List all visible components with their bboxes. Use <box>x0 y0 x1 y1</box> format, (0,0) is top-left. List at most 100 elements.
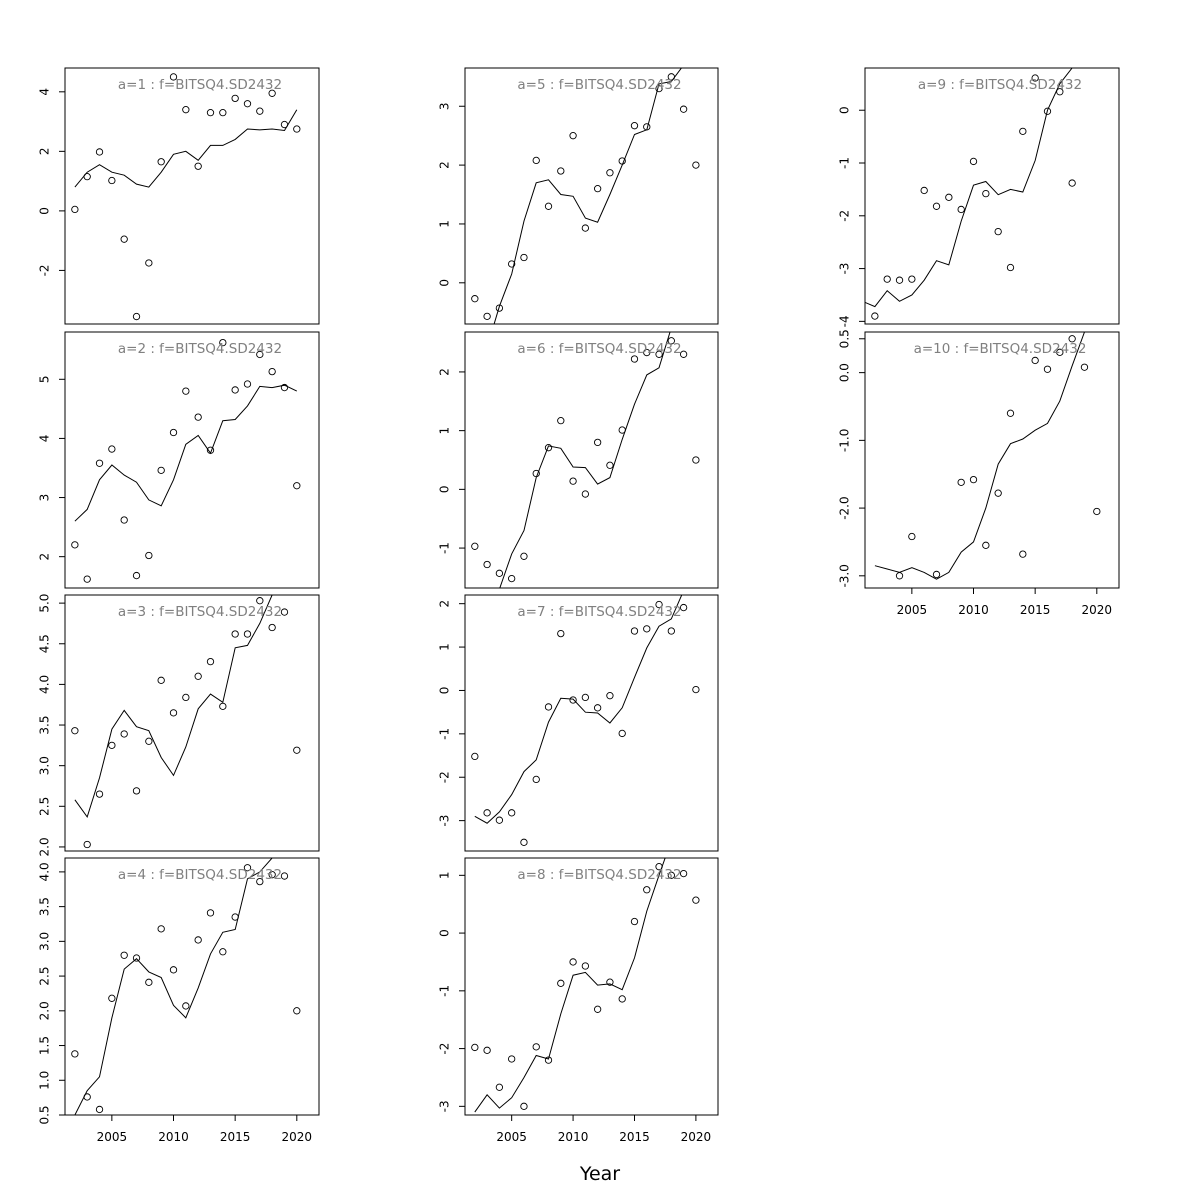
data-point <box>544 703 553 711</box>
data-point <box>206 109 215 117</box>
fit-line-group <box>471 68 700 324</box>
data-point <box>895 572 904 580</box>
data-point <box>194 413 202 421</box>
data-point <box>982 189 990 198</box>
data-point <box>630 917 639 926</box>
y-tick-label: 0 <box>438 929 452 937</box>
y-tick-label: -3.0 <box>838 564 852 587</box>
panel-frame <box>64 594 320 852</box>
data-point <box>508 1055 516 1063</box>
x-axis-label: Year <box>579 1163 620 1185</box>
data-point <box>1068 179 1076 187</box>
data-point <box>157 158 165 166</box>
data-point <box>194 672 202 680</box>
y-tick-label: 1.0 <box>38 1071 52 1090</box>
data-point <box>280 383 289 392</box>
data-point <box>871 312 879 320</box>
data-point <box>95 1105 104 1114</box>
data-point <box>483 560 491 569</box>
y-tick-label: -3 <box>838 263 852 275</box>
y-tick-label: -2 <box>838 210 852 222</box>
data-point <box>618 157 626 165</box>
fit-line-group <box>71 73 301 321</box>
data-point <box>593 704 602 712</box>
y-tick-label: -1 <box>438 728 452 740</box>
fit-line-group <box>865 68 1076 320</box>
y-tick-label: -2 <box>38 264 52 276</box>
data-point <box>256 597 264 605</box>
fit-line-group <box>874 332 1101 580</box>
panel-title: a=4 : f=BITSQ4.SD2432 <box>118 867 282 883</box>
data-point <box>920 186 928 195</box>
data-point <box>108 445 116 453</box>
data-point <box>692 685 700 694</box>
y-tick-label: 2.0 <box>38 1001 52 1020</box>
data-point <box>969 157 978 166</box>
data-point <box>132 571 141 580</box>
data-point <box>581 490 590 498</box>
data-point <box>569 958 577 966</box>
data-point <box>883 275 891 283</box>
data-point <box>182 106 190 114</box>
y-tick-label: 2.5 <box>38 797 52 816</box>
data-point <box>71 205 79 214</box>
data-point <box>569 132 577 140</box>
data-point <box>618 995 626 1003</box>
data-point <box>71 541 79 549</box>
data-point <box>71 727 79 735</box>
data-point <box>655 84 663 93</box>
data-point <box>1093 507 1101 516</box>
y-tick-label: 3.0 <box>38 932 52 951</box>
data-point <box>83 840 91 849</box>
x-tick-label: 2015 <box>1020 603 1051 617</box>
fit-line <box>474 595 683 824</box>
data-point <box>1019 127 1027 135</box>
data-point <box>895 276 904 284</box>
data-point <box>1043 365 1052 373</box>
y-tick-label: -2.0 <box>838 496 852 519</box>
data-point <box>569 477 577 485</box>
data-point <box>483 1046 491 1054</box>
y-tick-label: 3 <box>438 102 452 110</box>
data-point <box>471 1043 479 1052</box>
y-tick-label: 2 <box>438 161 452 169</box>
panel-title: a=1 : f=BITSQ4.SD2432 <box>118 77 282 93</box>
data-point <box>630 355 639 363</box>
data-point <box>994 227 1002 236</box>
data-point <box>932 570 941 579</box>
fit-line-group <box>471 858 700 1113</box>
data-point <box>243 630 252 638</box>
panel-10: -3.0 -2.0 -1.0 0.0 0.5 2005 2010 2015 2020 a=10 :… <box>838 329 1120 617</box>
fit-line <box>493 68 683 324</box>
panel-frame <box>864 67 1120 325</box>
panel-5: 0 1 2 3 a=5 : f=BITSQ4.SD2432 <box>438 67 719 325</box>
data-point <box>495 816 504 824</box>
y-tick-label: 2 <box>438 368 452 376</box>
panel-title: a=2 : f=BITSQ4.SD2432 <box>118 341 282 357</box>
data-point <box>268 871 276 879</box>
data-point <box>994 489 1002 497</box>
data-point <box>593 1005 602 1013</box>
data-point <box>231 94 239 103</box>
data-point <box>532 1043 540 1051</box>
y-tick-label: 4 <box>38 88 52 96</box>
data-point <box>483 809 491 817</box>
data-point <box>495 1083 504 1091</box>
data-point <box>83 173 91 181</box>
data-point <box>194 162 202 170</box>
panel-frame <box>464 857 719 1116</box>
data-point <box>643 886 651 894</box>
data-point <box>280 120 289 129</box>
data-point <box>679 603 688 612</box>
data-point <box>95 148 104 156</box>
panel-frame <box>464 67 719 325</box>
data-point <box>655 863 663 871</box>
y-tick-label: -4 <box>838 315 852 327</box>
fit-line <box>865 68 1073 308</box>
y-tick-label: 3.5 <box>38 715 52 734</box>
data-point <box>219 702 227 710</box>
x-tick-label: 2010 <box>958 603 989 617</box>
x-tick-label: 2010 <box>558 1130 589 1144</box>
data-point <box>256 107 264 115</box>
